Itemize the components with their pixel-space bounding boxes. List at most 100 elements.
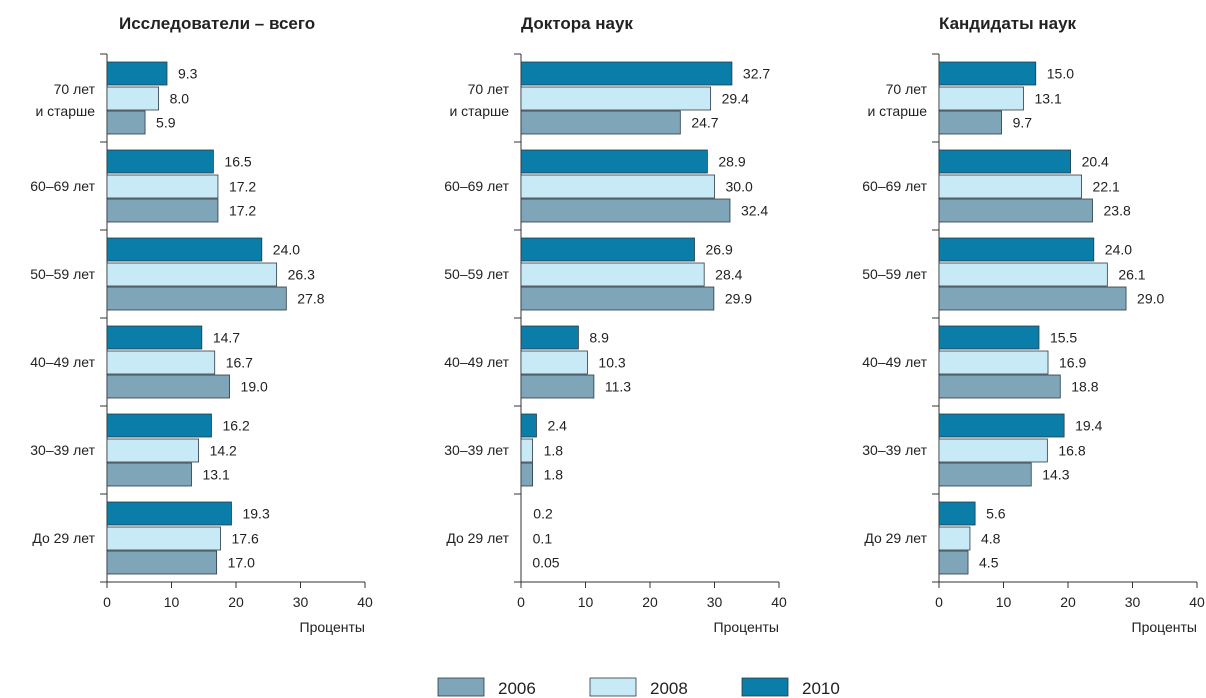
x-tick-label: 0 [103, 594, 111, 610]
value-label-2008: 4.8 [981, 531, 1001, 547]
category-label-line: 70 лет [468, 81, 510, 97]
bar-2008 [106, 174, 219, 199]
value-label-2010: 28.9 [718, 154, 745, 170]
category-label: 70 лет и старше [449, 81, 509, 119]
x-tick-label: 40 [357, 594, 373, 610]
legend-label: 2006 [498, 679, 536, 698]
value-label-2006: 5.9 [156, 115, 176, 131]
bar-2010 [938, 413, 1065, 438]
bar-2008 [520, 86, 712, 111]
category-label-line: и старше [449, 103, 509, 119]
value-label-2006: 4.5 [979, 555, 999, 571]
value-label-2008: 26.3 [288, 267, 315, 283]
value-label-2010: 16.2 [222, 418, 249, 434]
chart-panel-3: Кандидаты наук 0 10 20 30 40 Проценты 70 лет и с… [862, 14, 1205, 635]
legend: 2006 2008 2010 [437, 677, 840, 698]
value-label-2010: 2.4 [547, 418, 567, 434]
bar-2006 [520, 462, 534, 487]
value-label-2008: 17.6 [232, 531, 259, 547]
value-label-2006: 0.05 [532, 555, 559, 571]
value-label-2010: 9.3 [178, 66, 198, 82]
bar-2010 [520, 325, 579, 350]
bar-2010 [520, 413, 537, 438]
value-label-2006: 13.1 [202, 467, 229, 483]
bar-2006 [106, 286, 287, 311]
x-tick-label: 10 [996, 594, 1012, 610]
category-label: 40–49 лет [444, 354, 509, 370]
bar-2006 [106, 198, 219, 223]
bar-2006 [520, 374, 595, 399]
value-label-2006: 18.8 [1071, 379, 1098, 395]
bar-2010 [520, 237, 695, 262]
bar-2008 [938, 262, 1108, 287]
value-label-2006: 27.8 [297, 291, 324, 307]
category-label: До 29 лет [864, 530, 927, 546]
value-label-2006: 32.4 [741, 203, 768, 219]
x-axis-title: Проценты [714, 619, 780, 635]
value-label-2008: 28.4 [715, 267, 742, 283]
value-label-2008: 16.8 [1058, 443, 1085, 459]
bar-2008 [520, 350, 588, 375]
value-label-2006: 17.0 [228, 555, 255, 571]
value-label-2010: 8.9 [589, 330, 609, 346]
bar-2010 [938, 325, 1040, 350]
legend-item-2010: 2010 [741, 677, 840, 698]
bar-2010 [106, 61, 168, 86]
chart-panel-2: Доктора наук 0 10 20 30 40 Проценты 70 лет и ста… [444, 14, 787, 635]
bar-2008 [938, 86, 1024, 111]
value-label-2008: 0.1 [533, 531, 553, 547]
category-label: 50–59 лет [444, 266, 509, 282]
bar-2010 [938, 149, 1071, 174]
bar-2008 [106, 86, 159, 111]
legend-item-2006: 2006 [437, 677, 536, 698]
legend-swatch [437, 677, 485, 697]
bar-2008 [520, 438, 534, 463]
bar-2006 [106, 550, 218, 575]
category-label-line: и старше [35, 103, 95, 119]
value-label-2010: 24.0 [1105, 242, 1132, 258]
x-tick-label: 30 [1125, 594, 1141, 610]
x-axis-title: Проценты [1132, 619, 1198, 635]
bar-2006 [106, 374, 230, 399]
bar-2006 [938, 462, 1032, 487]
bar-2010 [106, 413, 212, 438]
category-label: 70 лет и старше [867, 81, 927, 119]
value-label-2008: 22.1 [1093, 179, 1120, 195]
value-label-2010: 14.7 [213, 330, 240, 346]
bar-2006 [938, 110, 1002, 135]
value-label-2006: 14.3 [1042, 467, 1069, 483]
bar-2008 [106, 262, 278, 287]
value-label-2008: 30.0 [726, 179, 753, 195]
value-label-2010: 15.0 [1047, 66, 1074, 82]
x-tick-label: 40 [771, 594, 787, 610]
legend-swatch [589, 677, 637, 697]
value-label-2010: 0.2 [533, 506, 553, 522]
value-label-2008: 17.2 [229, 179, 256, 195]
legend-swatch [741, 677, 789, 697]
category-label: 60–69 лет [444, 178, 509, 194]
bar-2010 [106, 325, 203, 350]
bar-2008 [938, 438, 1048, 463]
category-label: 40–49 лет [30, 354, 95, 370]
bar-2008 [106, 526, 221, 551]
value-label-2010: 15.5 [1050, 330, 1077, 346]
panel-title: Доктора наук [521, 14, 633, 33]
value-label-2010: 32.7 [743, 66, 770, 82]
value-label-2010: 19.4 [1075, 418, 1102, 434]
value-label-2008: 14.2 [210, 443, 237, 459]
bar-2010 [938, 237, 1095, 262]
category-label: 30–39 лет [30, 442, 95, 458]
category-label-line: и старше [867, 103, 927, 119]
bar-2006 [520, 198, 731, 223]
legend-label: 2010 [802, 679, 840, 698]
bar-2006 [106, 110, 146, 135]
x-tick-label: 20 [1060, 594, 1076, 610]
bar-2010 [106, 237, 263, 262]
category-label: До 29 лет [32, 530, 95, 546]
bar-2006 [520, 110, 681, 135]
value-label-2010: 19.3 [242, 506, 269, 522]
value-label-2006: 19.0 [241, 379, 268, 395]
bar-2006 [938, 198, 1093, 223]
value-label-2006: 29.9 [725, 291, 752, 307]
